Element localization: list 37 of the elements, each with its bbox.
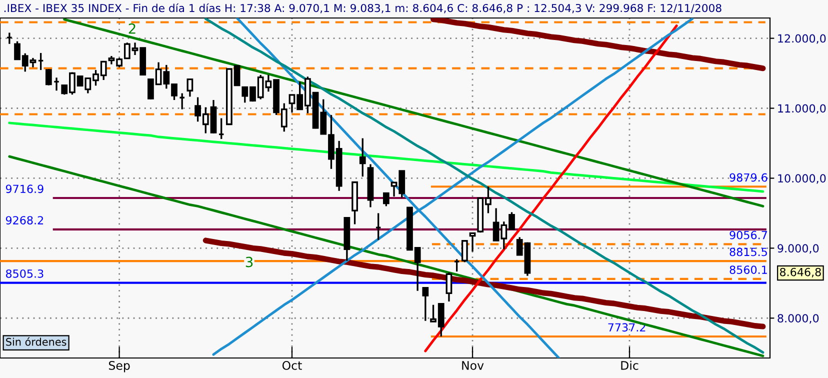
ref-line-label: 8560.1: [730, 266, 767, 274]
ref-line-label: 9268.2: [6, 216, 44, 224]
chart-title: .IBEX - IBEX 35 INDEX - Fin de día 1 días H: 17:38 A: 9.070,1 M: 9.083,1 m: 8.604,6 C: 8.646,8 P : 12.504,3 V: 299.968 F: 12/11/2008: [4, 3, 722, 14]
text: 8.646,8: [780, 268, 821, 278]
candlestick: [461, 240, 468, 263]
annotation: 3: [246, 256, 253, 268]
y-tick-label: 10.000,0: [778, 174, 826, 184]
ref-line-label: 9716.9: [6, 184, 44, 194]
y-tick-label: 8.000,0: [778, 314, 819, 324]
candlestick: [382, 192, 390, 208]
candlestick: [422, 286, 429, 322]
candlestick: [178, 92, 186, 110]
annotation: 2: [128, 23, 136, 34]
candlestick: [359, 137, 366, 178]
candlestick: [186, 78, 194, 98]
x-tick-label: Nov: [462, 361, 484, 370]
candlestick: [218, 117, 225, 140]
candlestick: [454, 258, 460, 272]
candlestick: [446, 272, 452, 302]
annotation: Sin órdenes: [6, 337, 66, 346]
candlestick: [469, 232, 476, 252]
candlestick: [6, 32, 13, 45]
candlestick: [375, 212, 382, 241]
ref-line-label: 9056.7: [730, 230, 767, 240]
ref-line-label: 8815.5: [730, 248, 767, 256]
line-series: [424, 24, 678, 352]
x-tick-label: Dic: [621, 360, 638, 370]
x-tick-label: Oct: [282, 360, 302, 370]
ref-line-label: 9879.6: [730, 173, 768, 182]
candlestick: [38, 52, 44, 71]
candlestick: [53, 76, 60, 92]
candlestick: [45, 68, 52, 86]
y-tick-label: 12.000,0: [778, 34, 826, 44]
y-tick-label: 11.000,0: [778, 104, 826, 114]
ref-line-label: 8505.3: [6, 269, 44, 278]
x-tick-label: Sep: [108, 360, 130, 372]
y-tick-label: 9.000,0: [778, 244, 819, 254]
